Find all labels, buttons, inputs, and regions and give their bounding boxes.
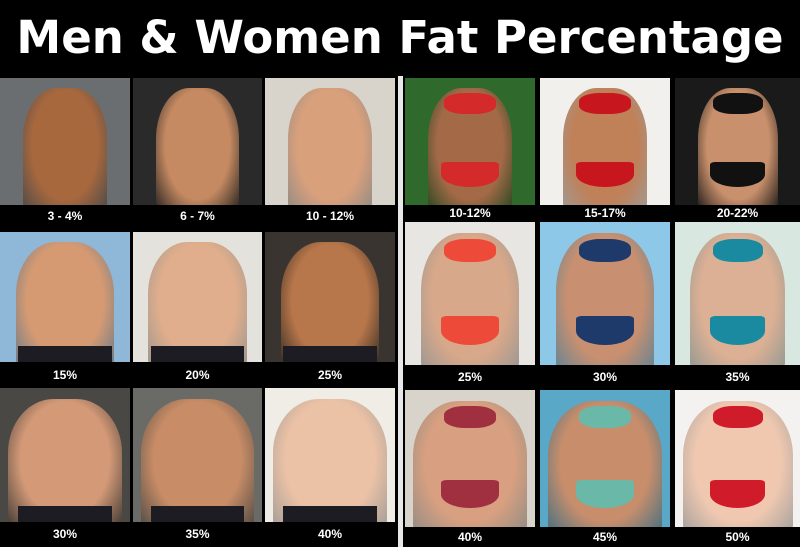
women-fat-percentage-label: 25% [457,370,483,384]
bikini-top [579,239,631,263]
waistband [283,346,377,362]
bikini-top [444,93,496,114]
men-photo [133,78,262,205]
bikini-bottom [710,161,765,188]
waistband [283,505,377,522]
women-photo [540,222,670,365]
men-fat-percentage-label: 30% [52,527,78,541]
women-photo [675,390,800,527]
waistband [18,505,112,522]
men-photo [133,388,262,522]
panel-divider [398,76,403,547]
bikini-top [444,406,496,429]
women-fat-percentage-label: 10-12% [449,206,491,220]
bikini-top [579,406,631,429]
men-photo [0,388,130,522]
men-fat-percentage-label: 20% [185,368,210,382]
bikini-bottom [441,161,499,188]
women-fat-percentage-label: 20-22% [716,206,759,220]
women-fat-percentage-label: 50% [725,530,750,544]
bikini-bottom [576,161,634,188]
women-photo [405,222,535,365]
bikini-bottom [576,316,634,345]
bikini-bottom [710,316,765,345]
men-body [23,88,107,205]
men-photo [265,78,395,205]
women-fat-percentage-label: 40% [457,530,483,544]
bikini-bottom [441,480,499,508]
men-body [280,242,380,362]
women-photo [540,78,670,205]
men-fat-percentage-label: 10 - 12% [305,209,355,223]
waistband [151,505,244,522]
men-fat-percentage-label: 25% [317,368,343,382]
men-photo [133,232,262,362]
bikini-bottom [710,480,765,508]
men-fat-percentage-label: 40% [317,527,343,541]
waistband [151,346,244,362]
men-fat-percentage-label: 6 - 7% [180,209,215,223]
women-fat-percentage-label: 30% [592,370,618,384]
bikini-top [579,93,631,114]
men-photo [265,232,395,362]
waistband [18,346,112,362]
men-body [156,88,239,205]
men-body [15,242,115,362]
women-photo [540,390,670,527]
bikini-top [712,406,763,429]
men-fat-percentage-label: 3 - 4% [47,209,83,223]
women-fat-percentage-label: 45% [592,530,618,544]
women-fat-percentage-label: 35% [725,370,750,384]
women-photo [675,78,800,205]
bikini-bottom [576,480,634,508]
women-fat-percentage-label: 15-17% [584,206,626,220]
bikini-top [712,93,763,114]
men-photo [265,388,395,522]
bikini-top [444,239,496,263]
men-body [148,242,247,362]
men-body [272,398,388,522]
bikini-bottom [441,316,499,345]
women-photo [405,390,535,527]
women-photo [675,222,800,365]
men-photo [0,232,130,362]
women-photo [405,78,535,205]
men-fat-percentage-label: 15% [52,368,78,382]
page-title: Men & Women Fat Percentage [16,11,784,64]
bikini-top [712,239,763,263]
men-body [7,398,123,522]
men-fat-percentage-label: 35% [185,527,210,541]
men-body [140,398,255,522]
men-photo [0,78,130,205]
men-body [288,88,372,205]
